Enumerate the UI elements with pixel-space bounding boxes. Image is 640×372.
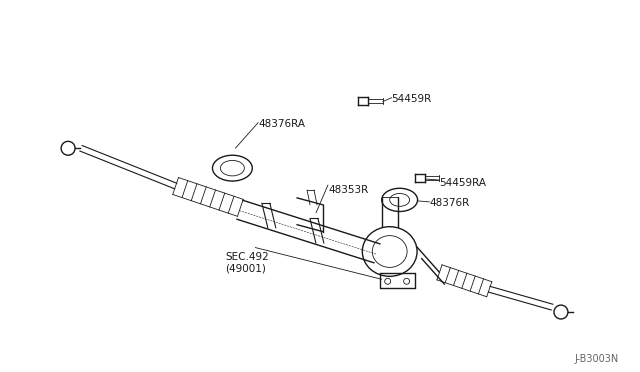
Text: 48376R: 48376R (429, 198, 470, 208)
Text: SEC.492
(49001): SEC.492 (49001) (225, 251, 269, 273)
Text: 54459RA: 54459RA (440, 178, 486, 188)
Text: 48376RA: 48376RA (259, 119, 305, 128)
Text: J-B3003N: J-B3003N (575, 354, 619, 364)
Text: 54459R: 54459R (392, 94, 432, 104)
Text: 48353R: 48353R (328, 185, 368, 195)
